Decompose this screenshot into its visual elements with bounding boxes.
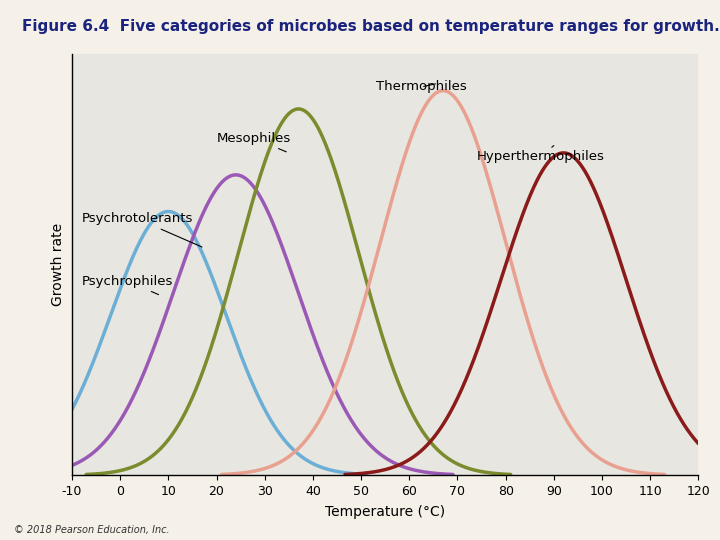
Text: Figure 6.4  Five categories of microbes based on temperature ranges for growth.: Figure 6.4 Five categories of microbes b… [22, 19, 719, 34]
X-axis label: Temperature (°C): Temperature (°C) [325, 505, 445, 519]
Text: Psychrophiles: Psychrophiles [81, 274, 173, 295]
Text: Psychrotolerants: Psychrotolerants [81, 212, 202, 247]
Text: Hyperthermophiles: Hyperthermophiles [477, 146, 605, 163]
Text: Thermophiles: Thermophiles [376, 80, 467, 93]
Y-axis label: Growth rate: Growth rate [51, 223, 65, 306]
Text: Mesophiles: Mesophiles [217, 132, 291, 152]
Text: © 2018 Pearson Education, Inc.: © 2018 Pearson Education, Inc. [14, 524, 170, 535]
